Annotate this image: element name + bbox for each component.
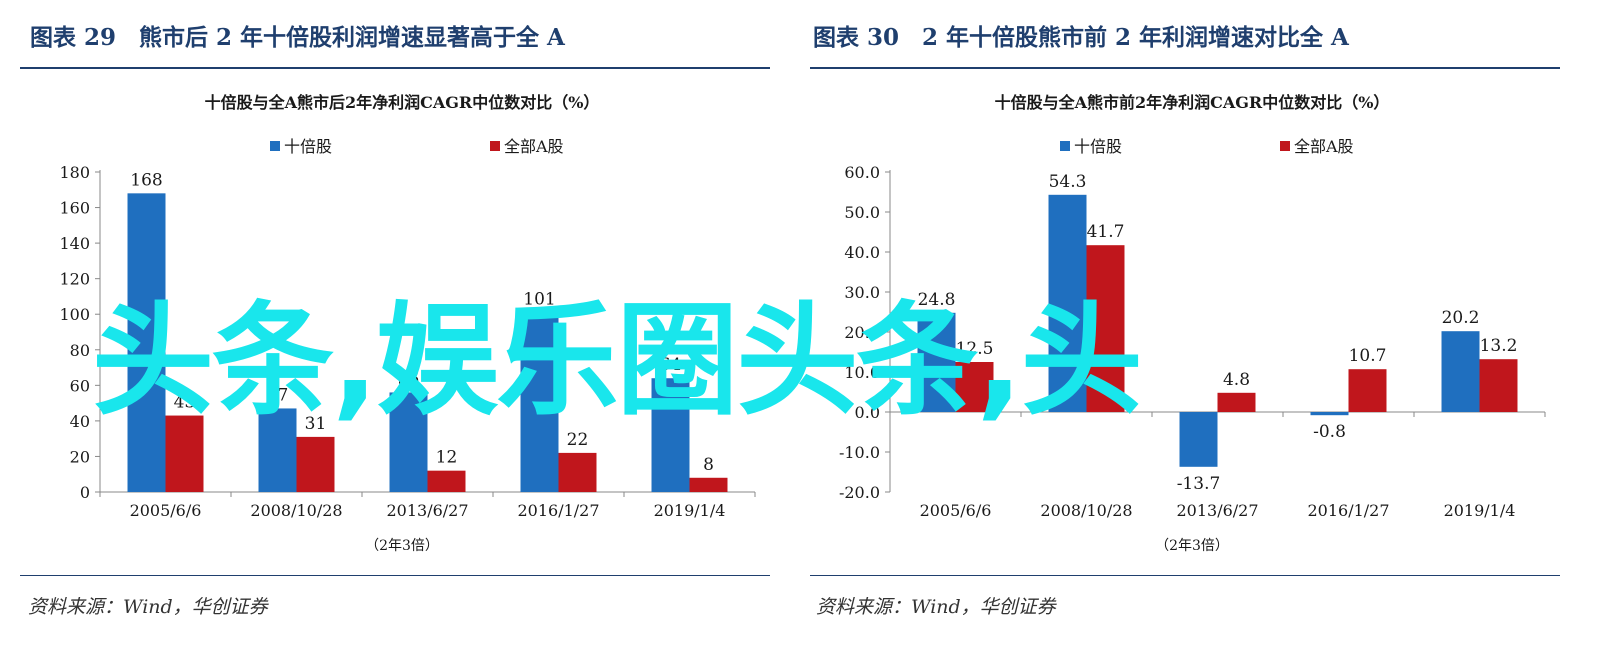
source-note: 资料来源：Wind，华创证券 [816,596,1056,618]
bar [1310,412,1349,416]
legend-swatch [270,141,280,151]
y-tick-label: 10.0 [844,363,880,382]
bar [127,193,166,492]
bar [917,312,956,412]
bar [165,415,204,492]
bar [389,392,428,492]
bar [651,378,690,492]
data-label: 4.8 [1223,370,1250,390]
data-label: 41.7 [1087,222,1125,242]
bar [955,362,994,412]
legend-swatch [1280,141,1290,151]
bar [1086,245,1125,412]
y-tick-label: 50.0 [844,203,880,222]
y-tick-label: 20.0 [844,323,880,342]
bar [1479,359,1518,412]
x-tick-label: 2016/1/27 [1307,501,1389,520]
data-label: 43 [174,393,196,413]
data-label: 101 [523,289,555,309]
y-tick-label: 100 [59,305,90,324]
bar [296,436,335,492]
x-tick-label: 2008/10/28 [1040,501,1132,520]
legend-swatch [490,141,500,151]
chart-29: 十倍股与全A熊市后2年净利润CAGR中位数对比（%） 十倍股 全部A股 0 20 40 60… [59,93,756,554]
data-label: 12 [436,448,458,468]
bar [1441,331,1480,412]
x-tick-label: 2016/1/27 [517,501,599,520]
y-tick-label: 180 [59,163,90,182]
legend-label: 全部A股 [1294,137,1354,156]
data-label: 13.2 [1480,336,1518,356]
x-tick-label: 2005/6/6 [920,501,992,520]
data-label: -0.8 [1313,422,1346,442]
title-rule [810,67,1560,69]
y-tick-label: 30.0 [844,283,880,302]
x-tick-label: 2005/6/6 [130,501,202,520]
bar [1348,369,1387,412]
chart-30: 十倍股与全A熊市前2年净利润CAGR中位数对比（%） 十倍股 全部A股 -20.0 -1… [839,93,1546,554]
y-tick-label: 20 [70,447,90,466]
data-label: 8 [703,455,714,475]
y-tick-label: 160 [59,199,90,218]
source-rule [810,575,1560,576]
x-tick-label: 2013/6/27 [386,501,468,520]
legend-label: 全部A股 [504,137,564,156]
y-tick-label: 120 [59,270,90,289]
bar [258,408,297,492]
bar [689,477,728,492]
figure-title: 图表 29 熊市后 2 年十倍股利润增速显著高于全 A [30,24,565,51]
x-tick-label: 2013/6/27 [1176,501,1258,520]
x-tick-label: 2019/1/4 [1444,501,1516,520]
data-label: 22 [567,430,589,450]
data-label: 10.7 [1349,346,1387,366]
data-label: 31 [305,414,327,434]
source-note: 资料来源：Wind，华创证券 [28,596,268,618]
chart-title: 十倍股与全A熊市后2年净利润CAGR中位数对比（%） [205,93,600,112]
x-axis-label: （2年3倍） [365,538,439,554]
data-label: 64 [660,355,682,375]
data-label: 47 [267,385,289,405]
y-tick-label: 140 [59,234,90,253]
bar [427,470,466,492]
y-tick-label: 60.0 [844,163,880,182]
data-label: 56 [398,369,420,389]
y-tick-label: -20.0 [839,483,880,502]
y-tick-label: -10.0 [839,443,880,462]
y-tick-label: 40 [70,412,90,431]
data-label: 12.5 [956,339,994,359]
source-rule [20,575,770,576]
legend-label: 十倍股 [284,137,332,156]
bar [1217,392,1256,412]
data-label: 54.3 [1049,172,1087,192]
x-axis-label: （2年3倍） [1155,538,1229,554]
data-label: 168 [130,170,162,190]
bar [520,312,559,492]
x-tick-label: 2019/1/4 [654,501,726,520]
figure-title: 图表 30 2 年十倍股熊市前 2 年利润增速对比全 A [813,24,1349,51]
legend-label: 十倍股 [1074,137,1122,156]
bar [558,452,597,492]
chart-title: 十倍股与全A熊市前2年净利润CAGR中位数对比（%） [995,93,1390,112]
y-tick-label: 0.0 [855,403,880,422]
legend-swatch [1060,141,1070,151]
title-rule [20,67,770,69]
data-label: -13.7 [1177,474,1221,494]
y-tick-label: 0 [80,483,90,502]
data-label: 20.2 [1442,308,1480,328]
bar [1179,412,1218,467]
x-tick-label: 2008/10/28 [250,501,342,520]
y-tick-label: 60 [70,376,90,395]
data-label: 24.8 [918,290,956,310]
y-tick-label: 80 [70,341,90,360]
y-tick-label: 40.0 [844,243,880,262]
bar [1048,194,1087,412]
